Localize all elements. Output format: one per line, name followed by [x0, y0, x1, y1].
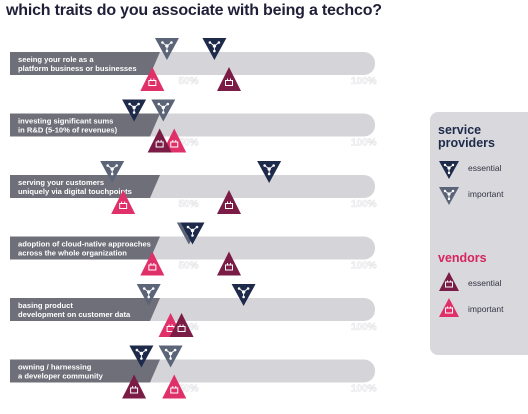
row-label-line-2: a developer community: [18, 372, 104, 381]
sp-essential-marker: [180, 222, 205, 245]
row-label-line-2: platform business or businesses: [18, 64, 137, 73]
sp-essential-marker: [257, 161, 282, 183]
legend-sp-important-icon: [439, 187, 459, 205]
row-label-bg: [10, 52, 150, 75]
vendor-essential-marker: [217, 67, 241, 91]
chart-title: which traits do you associate with being…: [6, 2, 382, 19]
tick-label-100: 100%: [351, 384, 377, 395]
row-label-line-2: uniquely via digital touchpoints: [18, 187, 132, 196]
row-label-line-2: across the whole organization: [18, 249, 127, 258]
row-label-line-1: investing significant sums: [18, 117, 113, 126]
tick-label-50: 50%: [179, 76, 199, 87]
tick-label-50: 50%: [179, 199, 199, 210]
legend-v-important-icon: [439, 298, 459, 317]
sp-important-marker: [158, 345, 183, 368]
legend-v-important-label: important: [468, 304, 504, 314]
tick-label-100: 100%: [351, 76, 377, 87]
sp-essential-marker: [231, 284, 256, 306]
row-3: adoption of cloud-native approachesacros…: [10, 236, 377, 272]
vendor-important-marker: [162, 374, 187, 399]
legend-v-essential-icon: [439, 272, 459, 291]
legend-sp-title: service providers: [438, 123, 495, 150]
legend-sp-important-label: important: [468, 189, 504, 199]
row-label-bg: [10, 113, 150, 137]
row-label-line-1: basing product: [18, 301, 73, 310]
vendor-essential-marker: [169, 313, 194, 337]
sp-important-marker: [136, 284, 161, 306]
row-label-bg: [10, 236, 150, 260]
row-label-line-2: in R&D (5-10% of revenues): [18, 126, 118, 135]
tick-label-100: 100%: [351, 322, 377, 333]
legend-v-essential-label: essential: [468, 278, 502, 288]
legend-sp-essential-icon: [439, 161, 459, 179]
vendor-important-marker: [140, 251, 165, 276]
row-label-line-1: adoption of cloud-native approaches: [18, 240, 151, 249]
tick-label-100: 100%: [351, 199, 377, 210]
sp-essential-marker: [122, 99, 147, 122]
tick-label-50: 50%: [179, 261, 199, 272]
tick-label-50: 50%: [179, 384, 199, 395]
legend-v-title: vendors: [438, 251, 487, 265]
row-label-line-2: development on customer data: [18, 310, 131, 319]
legend-panel: service providers essential important ve…: [430, 112, 528, 355]
vendor-essential-marker: [217, 190, 241, 214]
tick-label-50: 50%: [179, 138, 199, 149]
vendor-essential-marker: [217, 251, 241, 276]
tick-label-100: 100%: [351, 261, 377, 272]
sp-essential-marker: [202, 38, 227, 60]
row-label-line-1: owning / harnessing: [18, 363, 92, 372]
sp-important-marker: [151, 99, 176, 122]
legend-sp-essential-label: essential: [468, 163, 502, 173]
row-label-line-1: serving your customers: [18, 178, 104, 187]
row-label-bg: [10, 298, 150, 321]
row-label-bg: [10, 175, 150, 198]
vendor-important-marker: [111, 190, 136, 214]
vendor-essential-marker: [122, 374, 147, 399]
sp-important-marker: [100, 161, 125, 183]
row-label-bg: [10, 359, 150, 383]
row-label-line-1: seeing your role as a: [18, 55, 94, 64]
sp-essential-marker: [129, 345, 154, 368]
vendor-essential-marker: [147, 128, 172, 153]
sp-important-marker: [154, 38, 179, 60]
vendor-important-marker: [140, 67, 165, 91]
tick-label-100: 100%: [351, 138, 377, 149]
